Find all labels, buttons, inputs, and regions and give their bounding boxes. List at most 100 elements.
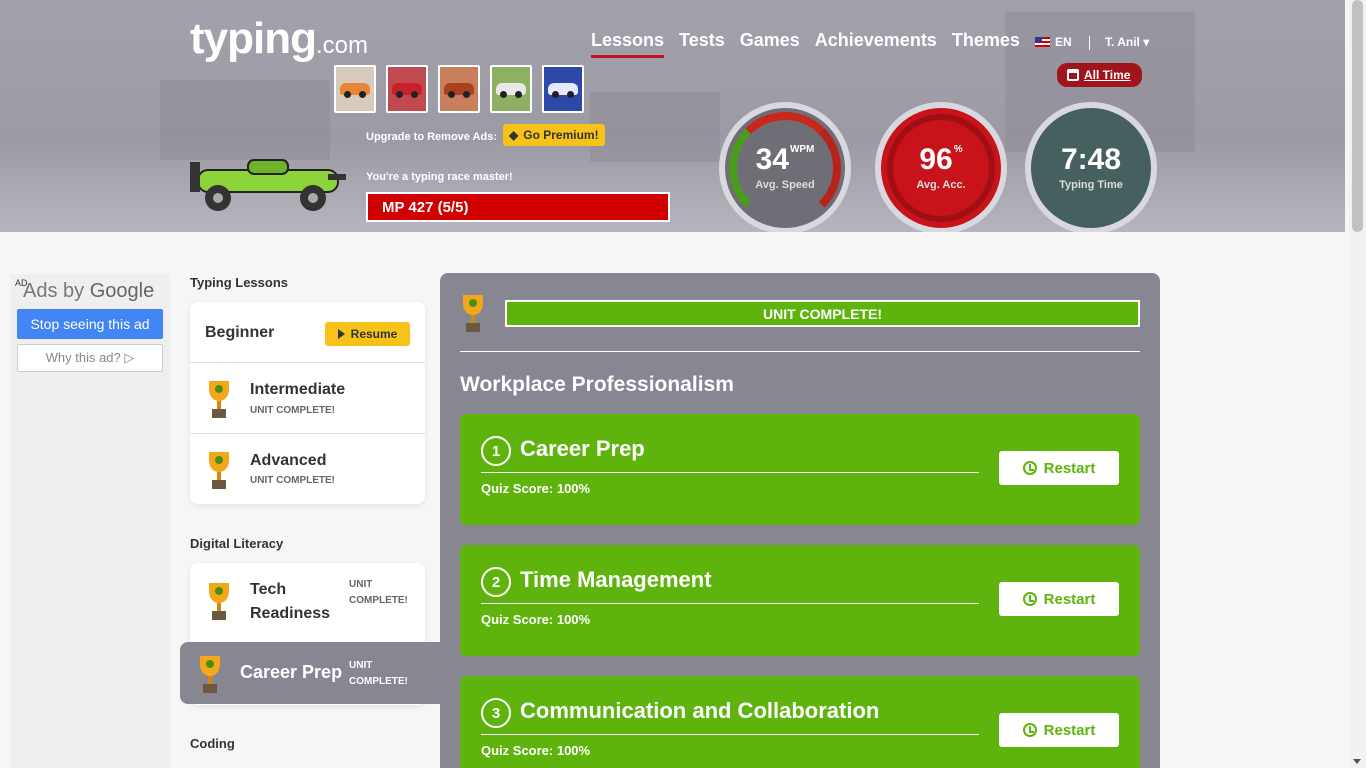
- page-scrollbar[interactable]: [1349, 0, 1366, 768]
- speed-unit: WPM: [789, 144, 815, 155]
- resume-button[interactable]: Resume: [325, 322, 410, 346]
- speed-label: Avg. Speed: [755, 179, 815, 191]
- lesson-number: 1: [481, 436, 511, 466]
- lesson-number: 2: [481, 567, 511, 597]
- car-tile-1[interactable]: [334, 65, 376, 113]
- lesson-title: Communication and Collaboration: [520, 698, 880, 723]
- nav-achievements[interactable]: Achievements: [814, 30, 937, 50]
- stop-seeing-ad-button[interactable]: Stop seeing this ad: [17, 309, 163, 339]
- lesson-status: UNIT COMPLETE!: [349, 658, 408, 690]
- unit-title: Workplace Professionalism: [460, 373, 734, 396]
- lesson-card[interactable]: 3 Communication and Collaboration Quiz S…: [460, 676, 1140, 768]
- restart-button[interactable]: Restart: [999, 582, 1119, 616]
- garage-shelf: [160, 80, 330, 160]
- google-brand: Google: [89, 280, 155, 302]
- race-car-icon: [190, 159, 346, 211]
- go-premium-button[interactable]: ◆ Go Premium!: [503, 124, 605, 146]
- time-value: 7:48: [1060, 143, 1122, 176]
- car-icon: [496, 83, 526, 98]
- lesson-status-line1: UNIT: [349, 660, 373, 671]
- restart-label: Restart: [1043, 590, 1096, 608]
- quiz-score: Quiz Score: 100%: [481, 743, 591, 758]
- lesson-divider: [481, 734, 979, 735]
- car-tile-4[interactable]: [490, 65, 532, 113]
- history-icon: [1022, 723, 1037, 737]
- trophy-icon: [209, 381, 229, 418]
- lesson-status: UNIT COMPLETE!: [250, 405, 335, 416]
- logo-suffix: .com: [315, 32, 368, 59]
- quiz-score: Quiz Score: 100%: [481, 612, 591, 627]
- mp-progress-bar: MP 427 (5/5): [366, 192, 670, 222]
- time-gauge: 7:48 Typing Time: [1025, 102, 1157, 232]
- restart-button[interactable]: Restart: [999, 713, 1119, 747]
- scrollbar-thumb[interactable]: [1352, 0, 1363, 232]
- site-logo[interactable]: typing.com: [190, 14, 368, 64]
- accuracy-label: Avg. Acc.: [916, 179, 966, 191]
- ad-badge: AD: [15, 278, 28, 288]
- lesson-row-intermediate[interactable]: Intermediate UNIT COMPLETE!: [190, 363, 425, 434]
- restart-label: Restart: [1043, 459, 1096, 477]
- lesson-name-line2: Readiness: [250, 605, 331, 622]
- lesson-name: Career Prep: [240, 662, 343, 682]
- nav-themes[interactable]: Themes: [951, 30, 1020, 50]
- lesson-number: 3: [481, 698, 511, 728]
- lesson-status-line2: COMPLETE!: [349, 676, 408, 687]
- divider: [460, 351, 1140, 352]
- lesson-row-tech-readiness[interactable]: Tech Readiness UNIT COMPLETE!: [190, 563, 425, 643]
- lesson-title: Time Management: [520, 567, 712, 592]
- lesson-status-line1: UNIT: [349, 579, 373, 590]
- lesson-row-beginner[interactable]: Beginner Resume: [190, 302, 425, 363]
- scroll-down-icon[interactable]: [1353, 759, 1361, 764]
- language-selector[interactable]: EN: [1035, 35, 1072, 49]
- section-heading-coding: Coding: [190, 736, 235, 751]
- rank-text: You're a typing race master!: [366, 171, 513, 183]
- section-heading-digital: Digital Literacy: [190, 536, 284, 551]
- car-tile-3[interactable]: [438, 65, 480, 113]
- car-icon: [548, 83, 578, 98]
- all-time-button[interactable]: All Time: [1057, 63, 1143, 87]
- username: T. Anil: [1105, 35, 1140, 49]
- accuracy-unit: %: [953, 144, 963, 155]
- accuracy-gauge: 96% Avg. Acc.: [875, 102, 1007, 232]
- trophy-icon: [209, 583, 229, 620]
- logo-main: typing: [190, 14, 317, 63]
- upgrade-text: Upgrade to Remove Ads:: [366, 131, 498, 143]
- car-tile-5[interactable]: [542, 65, 584, 113]
- car-icon: [392, 83, 422, 98]
- lesson-name: Intermediate: [250, 381, 346, 398]
- language-label: EN: [1055, 35, 1072, 49]
- diamond-icon: ◆: [509, 128, 519, 142]
- lesson-title: Career Prep: [520, 436, 645, 461]
- lesson-name: Advanced: [250, 452, 327, 469]
- us-flag-icon: [1035, 37, 1050, 47]
- lesson-status-line2: COMPLETE!: [349, 595, 408, 606]
- resume-label: Resume: [350, 327, 398, 341]
- speed-gauge: 34WPM Avg. Speed: [719, 102, 851, 232]
- lesson-card[interactable]: 2 Time Management Quiz Score: 100% Resta…: [460, 545, 1140, 656]
- user-menu[interactable]: T. Anil ▾: [1105, 35, 1149, 49]
- nav-separator: [1089, 36, 1090, 50]
- lesson-row-advanced[interactable]: Advanced UNIT COMPLETE!: [190, 434, 425, 504]
- trophy-icon: [209, 452, 229, 489]
- why-this-ad-button[interactable]: Why this ad? ▷: [17, 344, 163, 372]
- restart-button[interactable]: Restart: [999, 451, 1119, 485]
- nav-tests[interactable]: Tests: [679, 30, 725, 50]
- car-icon: [444, 83, 474, 98]
- unit-complete-bar: UNIT COMPLETE!: [505, 300, 1140, 327]
- lesson-name: Beginner: [205, 324, 275, 341]
- garage-shelf: [590, 92, 720, 162]
- time-label: Typing Time: [1059, 179, 1123, 191]
- car-selector: [334, 65, 584, 113]
- lesson-card[interactable]: 1 Career Prep Quiz Score: 100% Restart: [460, 414, 1140, 525]
- speed-value: 34: [755, 143, 789, 176]
- nav-lessons[interactable]: Lessons: [591, 30, 665, 58]
- typing-lessons-card: Beginner Resume Intermediate UNIT COMPLE…: [190, 302, 425, 504]
- ads-by-google: Ads by Google: [23, 280, 154, 303]
- car-tile-2[interactable]: [386, 65, 428, 113]
- quiz-score: Quiz Score: 100%: [481, 481, 591, 496]
- lesson-row-career-prep-active[interactable]: Career Prep UNIT COMPLETE!: [180, 642, 442, 704]
- nav-games[interactable]: Games: [739, 30, 800, 50]
- accuracy-value: 96: [919, 143, 953, 176]
- calendar-icon: [1067, 69, 1079, 81]
- chevron-down-icon: ▾: [1143, 35, 1150, 49]
